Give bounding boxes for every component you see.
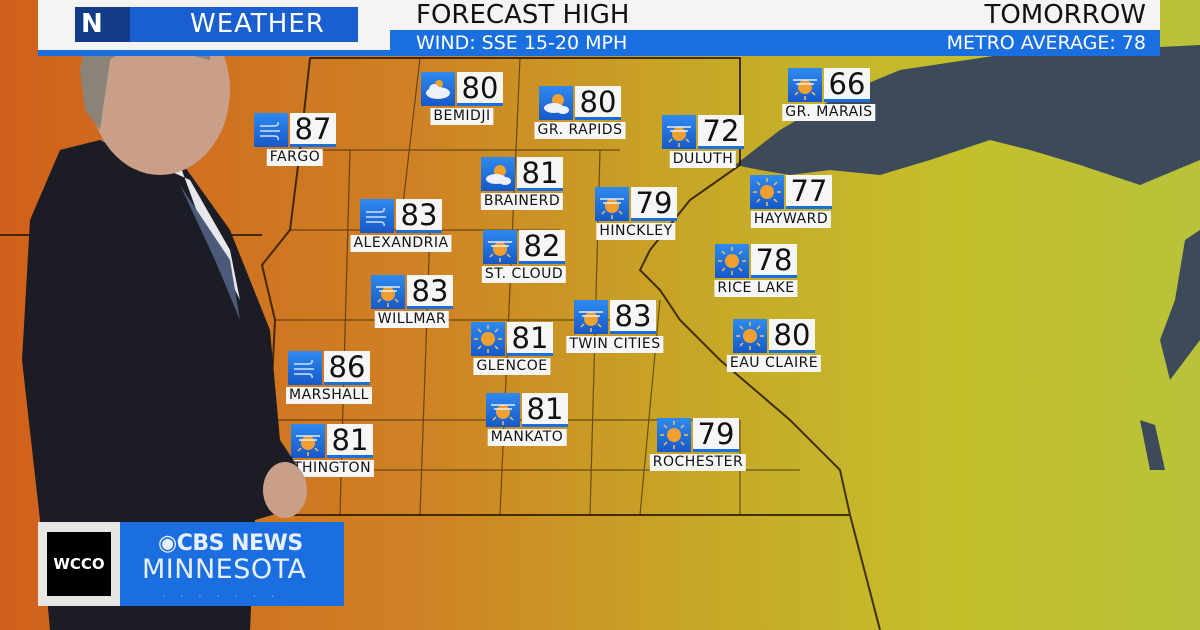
city-temp: 83 — [396, 199, 442, 233]
network-text: CBS NEWS — [176, 531, 303, 556]
city-name: EAU CLAIRE — [726, 355, 822, 372]
city-temp: 78 — [751, 244, 797, 278]
city-name: GR. MARAIS — [782, 104, 876, 121]
logo-stripe — [38, 50, 390, 56]
lake-michigan — [1160, 230, 1200, 380]
city-name: TWIN CITIES — [566, 336, 664, 353]
network-name: ◉CBS NEWS — [158, 531, 303, 556]
partly-cloudy-icon — [539, 86, 573, 120]
city-name: MARSHALL — [286, 387, 372, 404]
city-temp: 87 — [290, 113, 336, 147]
forecast-day: TOMORROW — [984, 0, 1146, 30]
city-name: RICE LAKE — [714, 280, 798, 297]
station-weather-logo: N WEATHER — [75, 7, 358, 42]
cloudy-icon — [421, 72, 455, 106]
city-temp: 80 — [769, 319, 815, 353]
windy-icon — [254, 113, 288, 147]
hazy-sun-icon — [595, 187, 629, 221]
page-dots: ······· — [162, 592, 290, 603]
city-name: WILLMAR — [374, 311, 450, 328]
lower-third: WCCO ◉CBS NEWS MINNESOTA ······· — [38, 522, 344, 606]
sunny-icon — [733, 319, 767, 353]
city-temp: 79 — [693, 418, 739, 452]
sunny-icon — [750, 175, 784, 209]
windy-icon — [360, 199, 394, 233]
city-temp: 81 — [507, 322, 553, 356]
hazy-sun-icon — [483, 230, 517, 264]
station-logo-box: WCCO — [38, 522, 120, 606]
city-temp: 79 — [631, 187, 677, 221]
hazy-sun-icon — [788, 68, 822, 102]
wind-info: WIND: SSE 15-20 MPH — [416, 32, 628, 54]
hazy-sun-icon — [371, 275, 405, 309]
sunny-icon — [657, 418, 691, 452]
city-name: GR. RAPIDS — [534, 122, 626, 139]
city-name: ROCHESTER — [649, 454, 747, 471]
hazy-sun-icon — [291, 424, 325, 458]
city-temp: 77 — [786, 175, 832, 209]
hazy-sun-icon — [486, 393, 520, 427]
city-temp: 80 — [575, 86, 621, 120]
city-name: THINGTON — [289, 460, 375, 477]
info-bar: WIND: SSE 15-20 MPH METRO AVERAGE: 78 — [390, 30, 1160, 56]
city-temp: 82 — [519, 230, 565, 264]
windy-icon — [288, 351, 322, 385]
city-temp: 86 — [324, 351, 370, 385]
metro-average: METRO AVERAGE: 78 — [946, 32, 1146, 54]
city-name: GLENCOE — [473, 358, 551, 375]
city-name: ALEXANDRIA — [350, 235, 452, 252]
city-temp: 83 — [610, 300, 656, 334]
city-name: ST. CLOUD — [481, 266, 567, 283]
city-temp: 83 — [407, 275, 453, 309]
sunny-icon — [715, 244, 749, 278]
city-temp: 72 — [698, 115, 744, 149]
logo-mark: N — [75, 7, 130, 42]
city-name: HAYWARD — [750, 211, 832, 228]
city-name: BEMIDJI — [430, 108, 494, 125]
logo-text: WEATHER — [190, 9, 325, 39]
city-temp: 81 — [522, 393, 568, 427]
city-temp: 66 — [824, 68, 870, 102]
cbs-eye-icon: ◉ — [158, 531, 177, 556]
city-temp: 80 — [457, 72, 503, 106]
city-name: FARGO — [266, 149, 324, 166]
city-temp: 81 — [327, 424, 373, 458]
partly-cloudy-icon — [481, 157, 515, 191]
station-logo: WCCO — [47, 532, 111, 596]
lake-superior — [735, 45, 1200, 185]
city-temp: 81 — [517, 157, 563, 191]
city-name: HINCKLEY — [596, 223, 676, 240]
title-bar: FORECAST HIGH TOMORROW — [390, 0, 1160, 30]
city-name: DULUTH — [669, 151, 737, 168]
hazy-sun-icon — [574, 300, 608, 334]
region-name: MINNESOTA — [142, 554, 307, 585]
hazy-sun-icon — [662, 115, 696, 149]
city-name: BRAINERD — [480, 193, 564, 210]
sunny-icon — [471, 322, 505, 356]
city-name: MANKATO — [487, 429, 567, 446]
forecast-title: FORECAST HIGH — [416, 0, 630, 30]
